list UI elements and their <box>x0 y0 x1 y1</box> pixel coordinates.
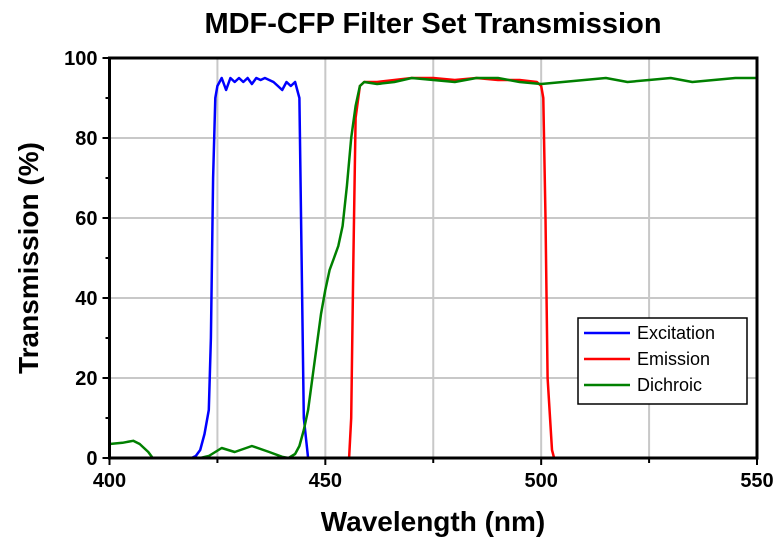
y-tick-label: 80 <box>75 128 97 150</box>
x-axis-label: Wavelength (nm) <box>321 506 546 537</box>
axes <box>102 56 759 465</box>
legend-label-emission: Emission <box>637 349 710 369</box>
x-tick-label: 550 <box>740 470 773 492</box>
y-tick-label: 20 <box>75 368 97 390</box>
y-axis-label: Transmission (%) <box>13 142 44 374</box>
legend: Excitation Emission Dichroic <box>577 317 748 405</box>
x-tick-label: 400 <box>93 470 126 492</box>
legend-label-dichroic: Dichroic <box>637 375 702 395</box>
tick-labels: 400 450 500 550 0 20 40 60 80 100 <box>64 48 774 492</box>
grid <box>109 58 757 458</box>
y-tick-label: 100 <box>64 48 97 70</box>
series-line-dichroic <box>109 76 757 460</box>
y-tick-label: 0 <box>86 448 97 470</box>
y-tick-label: 40 <box>75 288 97 310</box>
chart-title: MDF-CFP Filter Set Transmission <box>204 8 661 40</box>
series-line-emission <box>109 76 757 460</box>
series-lines <box>109 76 757 460</box>
x-tick-label: 450 <box>309 470 342 492</box>
y-tick-label: 60 <box>75 208 97 230</box>
legend-label-excitation: Excitation <box>637 323 715 343</box>
series-line-excitation <box>109 76 757 460</box>
x-tick-label: 500 <box>524 470 557 492</box>
